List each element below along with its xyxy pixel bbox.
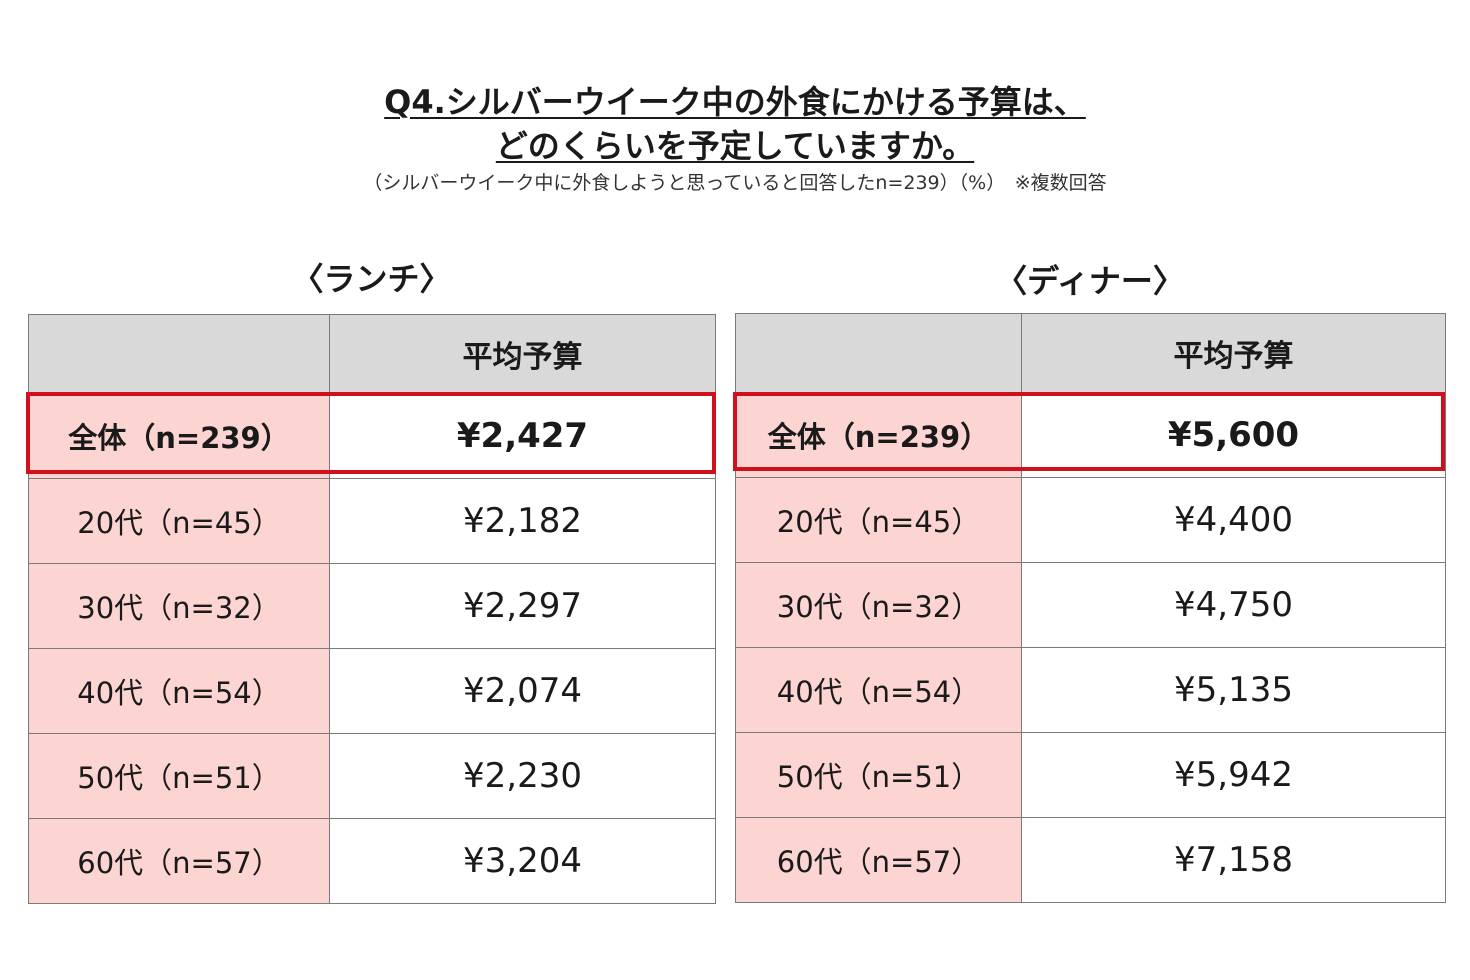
- lunch-row-value: ¥2,182: [329, 478, 716, 564]
- dinner-row-label: 50代（n=51）: [735, 732, 1022, 818]
- title-line-1: Q4.シルバーウイーク中の外食にかける予算は、: [384, 83, 1086, 121]
- dinner-row-30s: 30代（n=32） ¥4,750: [735, 562, 1446, 648]
- lunch-row-30s: 30代（n=32） ¥2,297: [28, 563, 716, 649]
- dinner-row-50s: 50代（n=51） ¥5,942: [735, 732, 1446, 818]
- dinner-heading: 〈ディナー〉: [995, 262, 1185, 300]
- dinner-row-label: 30代（n=32）: [735, 562, 1022, 648]
- lunch-row-20s: 20代（n=45） ¥2,182: [28, 478, 716, 564]
- dinner-row-value: ¥4,400: [1021, 477, 1446, 563]
- dinner-header-average-budget: 平均予算: [1021, 313, 1446, 393]
- dinner-row-value: ¥5,942: [1021, 732, 1446, 818]
- dinner-row-label: 全体（n=239）: [735, 392, 1022, 478]
- lunch-header-empty: [28, 314, 330, 394]
- dinner-row-20s: 20代（n=45） ¥4,400: [735, 477, 1446, 563]
- dinner-row-label: 40代（n=54）: [735, 647, 1022, 733]
- dinner-table: 平均予算 全体（n=239） ¥5,600 20代（n=45） ¥4,400 3…: [735, 313, 1446, 903]
- dinner-row-value: ¥5,600: [1021, 392, 1446, 478]
- lunch-row-40s: 40代（n=54） ¥2,074: [28, 648, 716, 734]
- lunch-row-label: 50代（n=51）: [28, 733, 330, 819]
- lunch-row-label: 60代（n=57）: [28, 818, 330, 904]
- dinner-row-value: ¥7,158: [1021, 817, 1446, 903]
- dinner-row-value: ¥4,750: [1021, 562, 1446, 648]
- page-title: Q4.シルバーウイーク中の外食にかける予算は、 どのくらいを予定していますか。: [0, 80, 1470, 168]
- lunch-table: 平均予算 全体（n=239） ¥2,427 20代（n=45） ¥2,182 3…: [28, 314, 716, 904]
- dinner-row-40s: 40代（n=54） ¥5,135: [735, 647, 1446, 733]
- lunch-row-value: ¥3,204: [329, 818, 716, 904]
- lunch-row-label: 30代（n=32）: [28, 563, 330, 649]
- dinner-row-60s: 60代（n=57） ¥7,158: [735, 817, 1446, 903]
- dinner-row-label: 20代（n=45）: [735, 477, 1022, 563]
- lunch-row-value: ¥2,427: [329, 393, 716, 479]
- dinner-header-row: 平均予算: [735, 313, 1446, 393]
- dinner-row-total: 全体（n=239） ¥5,600: [735, 392, 1446, 478]
- title-line-2: どのくらいを予定していますか。: [495, 127, 975, 165]
- lunch-row-total: 全体（n=239） ¥2,427: [28, 393, 716, 479]
- lunch-row-label: 40代（n=54）: [28, 648, 330, 734]
- lunch-row-value: ¥2,230: [329, 733, 716, 819]
- lunch-row-label: 20代（n=45）: [28, 478, 330, 564]
- dinner-row-value: ¥5,135: [1021, 647, 1446, 733]
- lunch-header-row: 平均予算: [28, 314, 716, 394]
- lunch-header-average-budget: 平均予算: [329, 314, 716, 394]
- subtitle: （シルバーウイーク中に外食しようと思っていると回答したn=239）（%） ※複数…: [363, 172, 1107, 194]
- lunch-row-label: 全体（n=239）: [28, 393, 330, 479]
- lunch-heading: 〈ランチ〉: [291, 260, 452, 298]
- dinner-header-empty: [735, 313, 1022, 393]
- lunch-row-60s: 60代（n=57） ¥3,204: [28, 818, 716, 904]
- dinner-row-label: 60代（n=57）: [735, 817, 1022, 903]
- lunch-row-50s: 50代（n=51） ¥2,230: [28, 733, 716, 819]
- lunch-row-value: ¥2,297: [329, 563, 716, 649]
- lunch-row-value: ¥2,074: [329, 648, 716, 734]
